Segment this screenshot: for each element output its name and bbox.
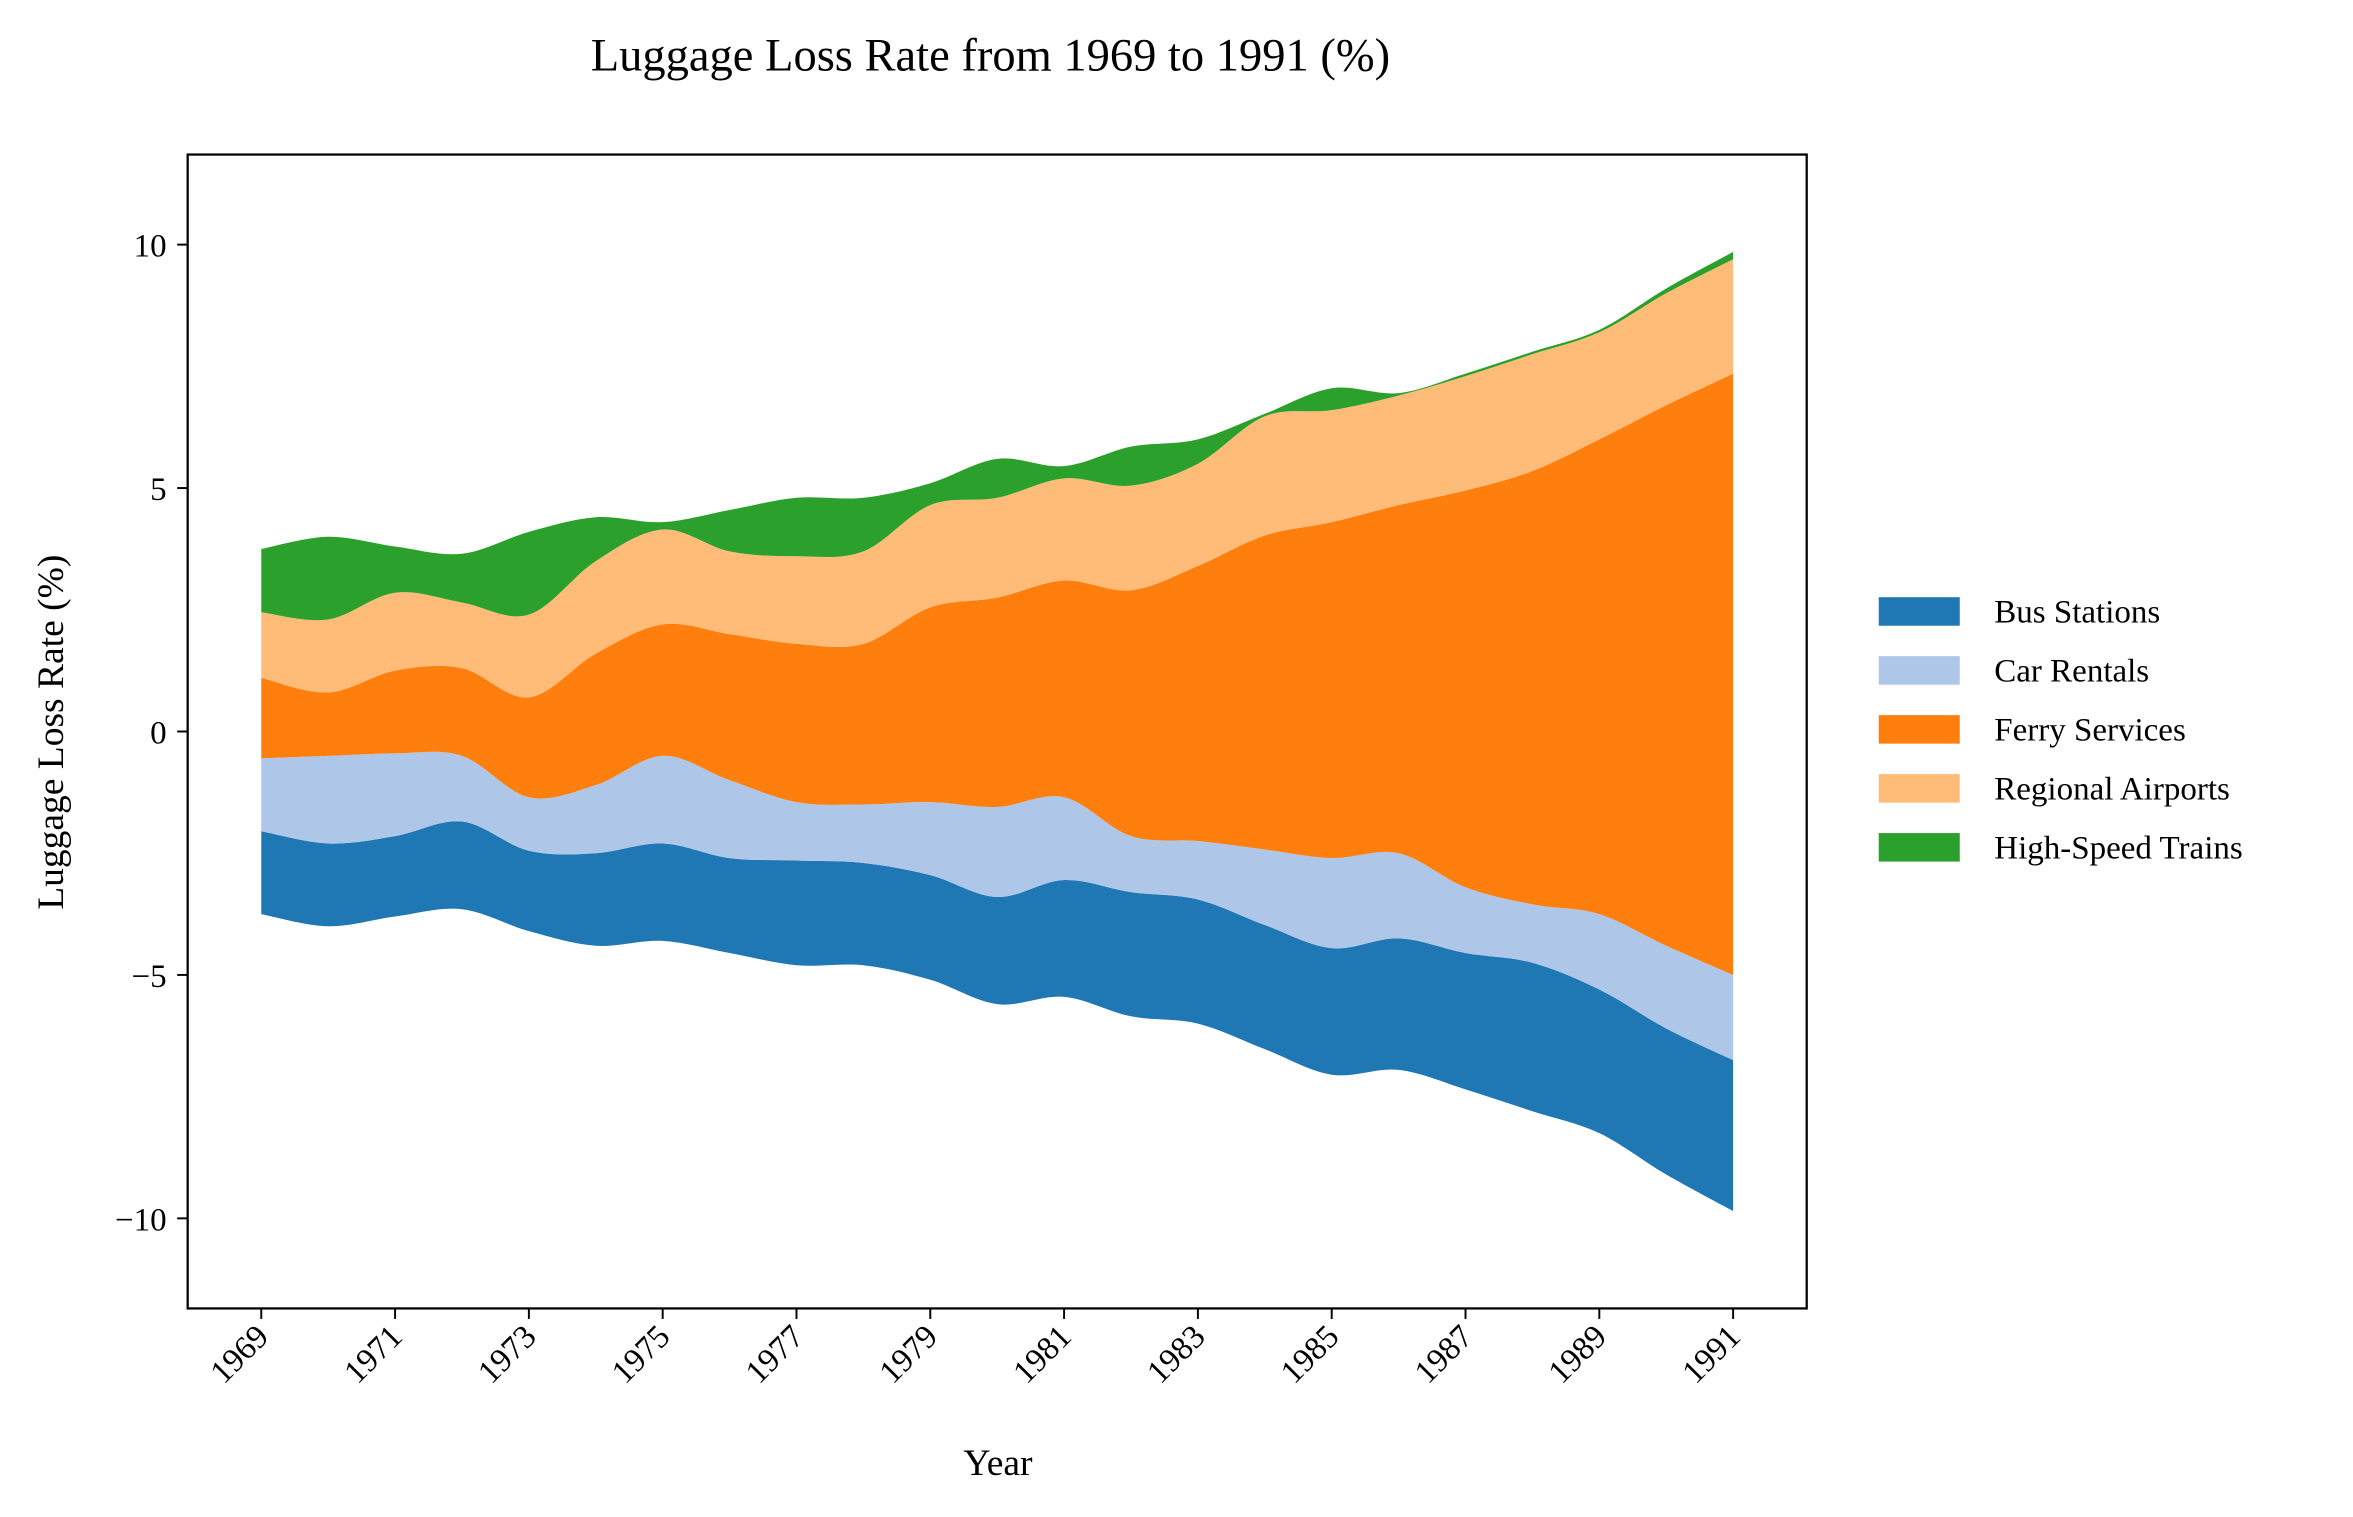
legend-label: Bus Stations bbox=[1994, 595, 2160, 631]
x-tick-label: 1981 bbox=[1007, 1319, 1079, 1391]
legend-swatch bbox=[1878, 656, 1960, 685]
y-tick-label: 5 bbox=[150, 472, 167, 508]
legend-label: High-Speed Trains bbox=[1994, 831, 2242, 867]
y-tick-label: −10 bbox=[115, 1202, 167, 1238]
x-tick-label: 1971 bbox=[338, 1319, 410, 1391]
x-tick-label: 1977 bbox=[739, 1319, 811, 1391]
legend-swatch bbox=[1878, 715, 1960, 744]
y-tick-label: 0 bbox=[150, 715, 167, 751]
legend-swatch bbox=[1878, 597, 1960, 626]
legend-label: Regional Airports bbox=[1994, 772, 2230, 808]
legend-swatch bbox=[1878, 774, 1960, 803]
legend-label: Car Rentals bbox=[1994, 654, 2149, 690]
stream-area bbox=[261, 259, 1734, 698]
x-axis-label: Year bbox=[963, 1443, 1033, 1484]
x-tick-label: 1989 bbox=[1542, 1319, 1614, 1391]
legend-swatch bbox=[1878, 833, 1960, 862]
x-tick-label: 1983 bbox=[1140, 1319, 1212, 1391]
chart-title: Luggage Loss Rate from 1969 to 1991 (%) bbox=[591, 31, 1390, 82]
y-tick-label: 10 bbox=[134, 229, 167, 265]
y-axis-label: Luggage Loss Rate (%) bbox=[31, 555, 72, 910]
stream-area bbox=[261, 251, 1734, 621]
stream-area bbox=[261, 751, 1734, 1061]
x-tick-label: 1975 bbox=[605, 1319, 677, 1391]
x-tick-label: 1969 bbox=[204, 1319, 276, 1391]
x-tick-label: 1987 bbox=[1408, 1319, 1480, 1391]
y-tick-label: −5 bbox=[132, 959, 167, 995]
legend-label: Ferry Services bbox=[1994, 713, 2186, 749]
x-tick-label: 1985 bbox=[1274, 1319, 1346, 1391]
stream-area bbox=[261, 821, 1734, 1212]
stream-area bbox=[261, 373, 1734, 975]
x-tick-label: 1991 bbox=[1676, 1319, 1748, 1391]
x-tick-label: 1973 bbox=[471, 1319, 543, 1391]
x-tick-label: 1979 bbox=[873, 1319, 945, 1391]
